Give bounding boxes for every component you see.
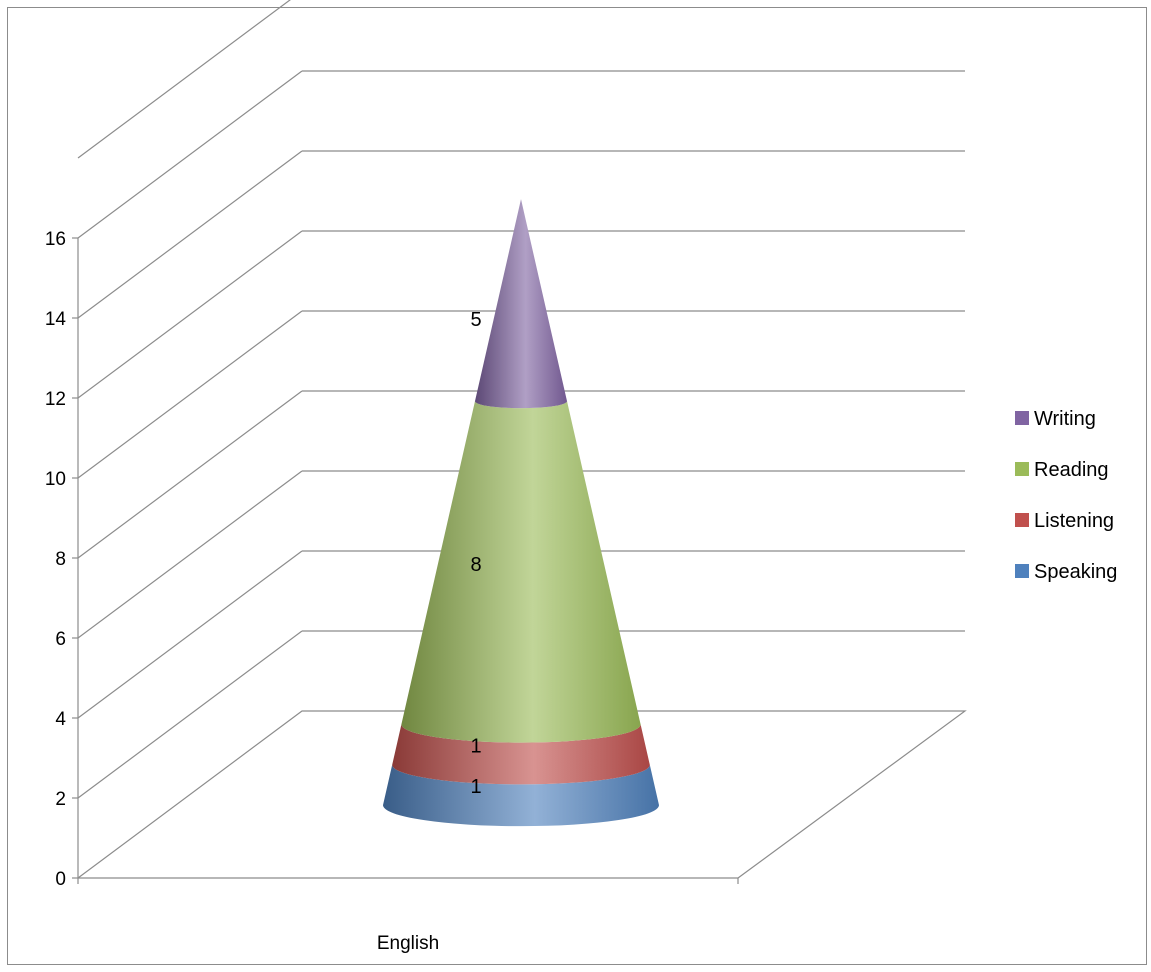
gridlines <box>77 0 965 799</box>
y-tick-label: 16 <box>45 229 66 250</box>
chart-walls <box>77 710 967 879</box>
legend-swatch-writing <box>1015 411 1029 425</box>
gridline-side <box>77 550 303 719</box>
gridline-side <box>77 150 303 319</box>
legend-item-reading[interactable]: Reading <box>1015 459 1109 481</box>
cone-series <box>383 199 659 827</box>
y-tick-label: 10 <box>45 469 66 490</box>
cone-segment-writing <box>475 199 567 409</box>
data-label-reading: 8 <box>470 554 481 576</box>
legend-item-speaking[interactable]: Speaking <box>1015 561 1117 583</box>
legend-label-listening: Listening <box>1034 510 1114 532</box>
legend-label-speaking: Speaking <box>1034 561 1117 583</box>
y-tick-label: 4 <box>55 709 66 730</box>
gridline-side <box>77 390 303 559</box>
cone-segment-listening <box>392 724 650 785</box>
y-tick-label: 8 <box>55 549 66 570</box>
gridline-side <box>77 630 303 799</box>
y-axis-ticks: 0 2 4 6 8 10 12 14 16 <box>45 229 78 890</box>
gridline-side <box>77 70 303 239</box>
data-label-listening: 1 <box>470 736 481 758</box>
legend-swatch-listening <box>1015 513 1029 527</box>
legend-item-listening[interactable]: Listening <box>1015 510 1114 532</box>
y-tick-label: 12 <box>45 389 66 410</box>
data-label-speaking: 1 <box>470 776 481 798</box>
legend-swatch-speaking <box>1015 564 1029 578</box>
legend-item-writing[interactable]: Writing <box>1015 408 1096 430</box>
x-category-label: English <box>377 933 439 954</box>
y-tick-label: 14 <box>45 309 67 330</box>
gridline-side <box>77 470 303 639</box>
y-tick-label: 6 <box>55 629 66 650</box>
cone-segment-speaking <box>383 764 659 827</box>
y-tick-label: 0 <box>55 869 66 890</box>
gridline-side <box>77 230 303 399</box>
data-label-writing: 5 <box>470 309 481 331</box>
legend[interactable]: Writing Reading Listening Speaking <box>1015 408 1117 583</box>
gridline-side <box>77 310 303 479</box>
legend-label-reading: Reading <box>1034 459 1109 481</box>
floor-outline <box>77 710 967 879</box>
gridline-side <box>77 0 291 159</box>
x-axis-categories: English <box>377 933 439 954</box>
y-tick-label: 2 <box>55 789 66 810</box>
legend-label-writing: Writing <box>1034 408 1096 430</box>
legend-swatch-reading <box>1015 462 1029 476</box>
cone-segment-reading <box>401 401 641 743</box>
